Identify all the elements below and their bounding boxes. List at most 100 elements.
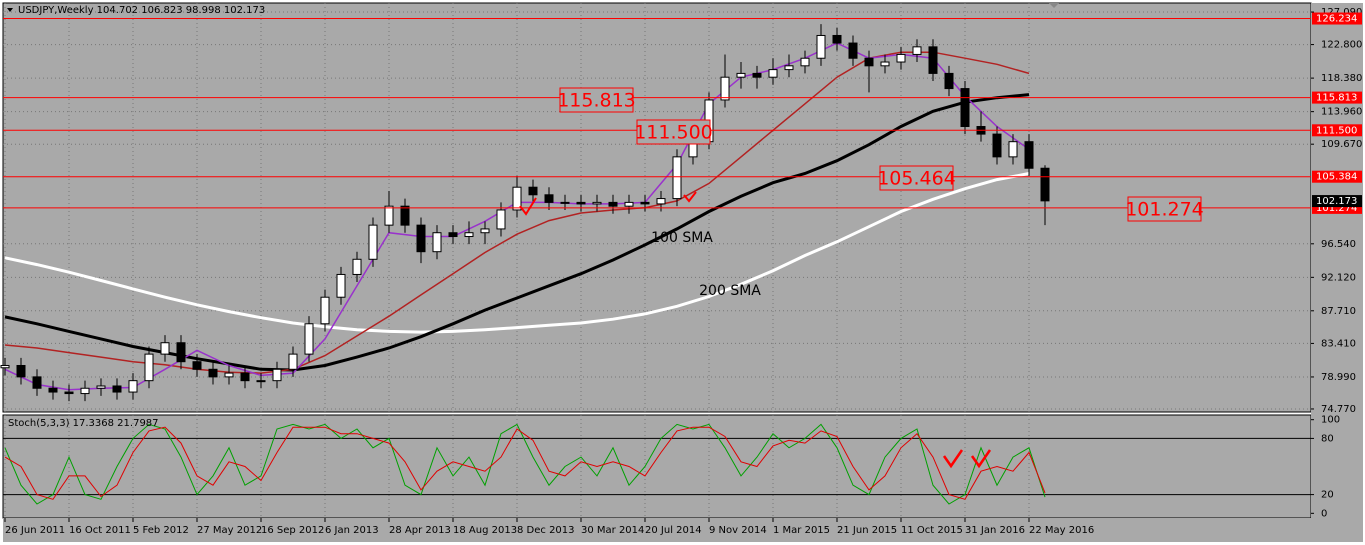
candle-body <box>48 387 58 393</box>
candle-body <box>768 69 778 78</box>
y-tick-label: 83.410 <box>1321 338 1356 349</box>
x-tick-label: 26 Jun 2011 <box>5 525 65 536</box>
moving-average <box>4 172 1030 334</box>
indicator-title: Stoch(5,3,3) 17.3368 21.7987 <box>8 418 159 429</box>
candle-body <box>240 372 250 382</box>
x-tick-label: 11 Oct 2015 <box>901 525 963 536</box>
candle-body <box>512 186 522 211</box>
x-tick-label: 20 Jul 2014 <box>645 525 702 536</box>
candle-body <box>112 385 122 393</box>
annotation: 115.813 <box>557 90 636 112</box>
stoch-line <box>4 426 1046 500</box>
x-tick-label: 6 Jan 2013 <box>325 525 379 536</box>
candle-body <box>0 364 10 369</box>
level-tag <box>1312 124 1362 137</box>
stoch-line <box>4 423 1046 505</box>
candle-body <box>912 46 922 55</box>
x-tick-label: 21 Jun 2015 <box>837 525 897 536</box>
candle-body <box>80 387 90 395</box>
candle-body <box>624 201 634 207</box>
candle-body <box>944 72 954 90</box>
y-tick-label: 118.380 <box>1321 73 1362 84</box>
y-tick-label: 100 <box>1321 415 1340 426</box>
y-tick-label: 92.120 <box>1321 272 1356 283</box>
candle-body <box>160 342 170 355</box>
candle-body <box>928 46 938 74</box>
level-label: 115.813 <box>1316 93 1357 104</box>
annotation-box <box>879 165 954 191</box>
y-tick-label: 0 <box>1321 508 1327 519</box>
candle-body <box>384 205 394 226</box>
level-label: 111.500 <box>1316 125 1357 136</box>
time-axis <box>3 518 1363 542</box>
candle-body <box>176 342 186 363</box>
x-tick-label: 30 Mar 2014 <box>581 525 644 536</box>
check-mark <box>942 449 964 469</box>
candle-body <box>1024 141 1034 169</box>
x-tick-label: 27 May 2012 <box>197 525 262 536</box>
level-label: 126.234 <box>1316 14 1357 25</box>
moving-average <box>4 51 1030 374</box>
plot-layer: 26 Jun 2011 16 Oct 2011 5 Feb 2012 27 May 2… <box>0 3 1362 536</box>
candle-body <box>448 232 458 238</box>
candle-body <box>128 380 138 393</box>
y-tick-label: 113.960 <box>1321 107 1362 118</box>
candle-body <box>992 133 1002 158</box>
candle-body <box>304 323 314 355</box>
level-tag <box>1312 12 1362 25</box>
candle-body <box>656 198 666 205</box>
level-tag <box>1312 91 1362 104</box>
candle-body <box>832 34 842 44</box>
candle-body <box>192 361 202 370</box>
candle-body <box>144 353 154 382</box>
price-axis <box>1311 3 1363 518</box>
candle-body <box>352 258 362 275</box>
stoch-panel <box>2 414 1312 519</box>
candle-body <box>208 368 218 378</box>
chart-title: USDJPY,Weekly 104.702 106.823 98.998 102… <box>18 5 265 16</box>
x-tick-label: 9 Nov 2014 <box>709 525 767 536</box>
x-tick-label: 8 Dec 2013 <box>517 525 575 536</box>
annotation: 111.500 <box>634 122 713 144</box>
y-tick-label: 109.670 <box>1321 139 1362 150</box>
shift-marker <box>1049 3 1059 8</box>
candle-body <box>752 72 762 78</box>
candle-body <box>496 209 506 230</box>
candle-body <box>528 186 538 196</box>
x-tick-label: 28 Apr 2013 <box>389 525 451 536</box>
candle-body <box>336 273 346 298</box>
y-tick-label: 74.770 <box>1321 404 1356 415</box>
candle-body <box>864 57 874 67</box>
candle-body <box>576 201 586 205</box>
candle-body <box>416 224 426 253</box>
candle-body <box>464 232 474 238</box>
y-tick-label: 87.710 <box>1321 306 1356 317</box>
candle-body <box>800 57 810 67</box>
candle-body <box>256 380 266 383</box>
y-tick-label: 20 <box>1321 490 1334 501</box>
annotation-box <box>559 87 634 113</box>
x-tick-label: 5 Feb 2012 <box>133 525 189 536</box>
candle-body <box>880 61 890 67</box>
x-tick-label: 1 Mar 2015 <box>773 525 830 536</box>
check-mark <box>683 191 697 203</box>
candle-body <box>96 385 106 389</box>
level-tag <box>1312 170 1362 183</box>
menu-arrow <box>7 8 13 12</box>
candle-body <box>960 88 970 128</box>
candle-body <box>896 53 906 63</box>
annotation-box <box>636 119 711 145</box>
moving-average <box>4 93 1030 372</box>
candle-body <box>272 368 282 382</box>
candle-body <box>560 201 570 204</box>
candle-body <box>320 296 330 325</box>
candle-body <box>224 372 234 378</box>
candle-body <box>432 232 442 253</box>
x-tick-label: 18 Aug 2013 <box>453 525 517 536</box>
candle-body <box>816 34 826 59</box>
annotation: 105.464 <box>877 168 956 190</box>
x-tick-label: 22 May 2016 <box>1029 525 1094 536</box>
ma-label: 100 SMA <box>651 230 713 246</box>
check-mark <box>970 449 992 469</box>
